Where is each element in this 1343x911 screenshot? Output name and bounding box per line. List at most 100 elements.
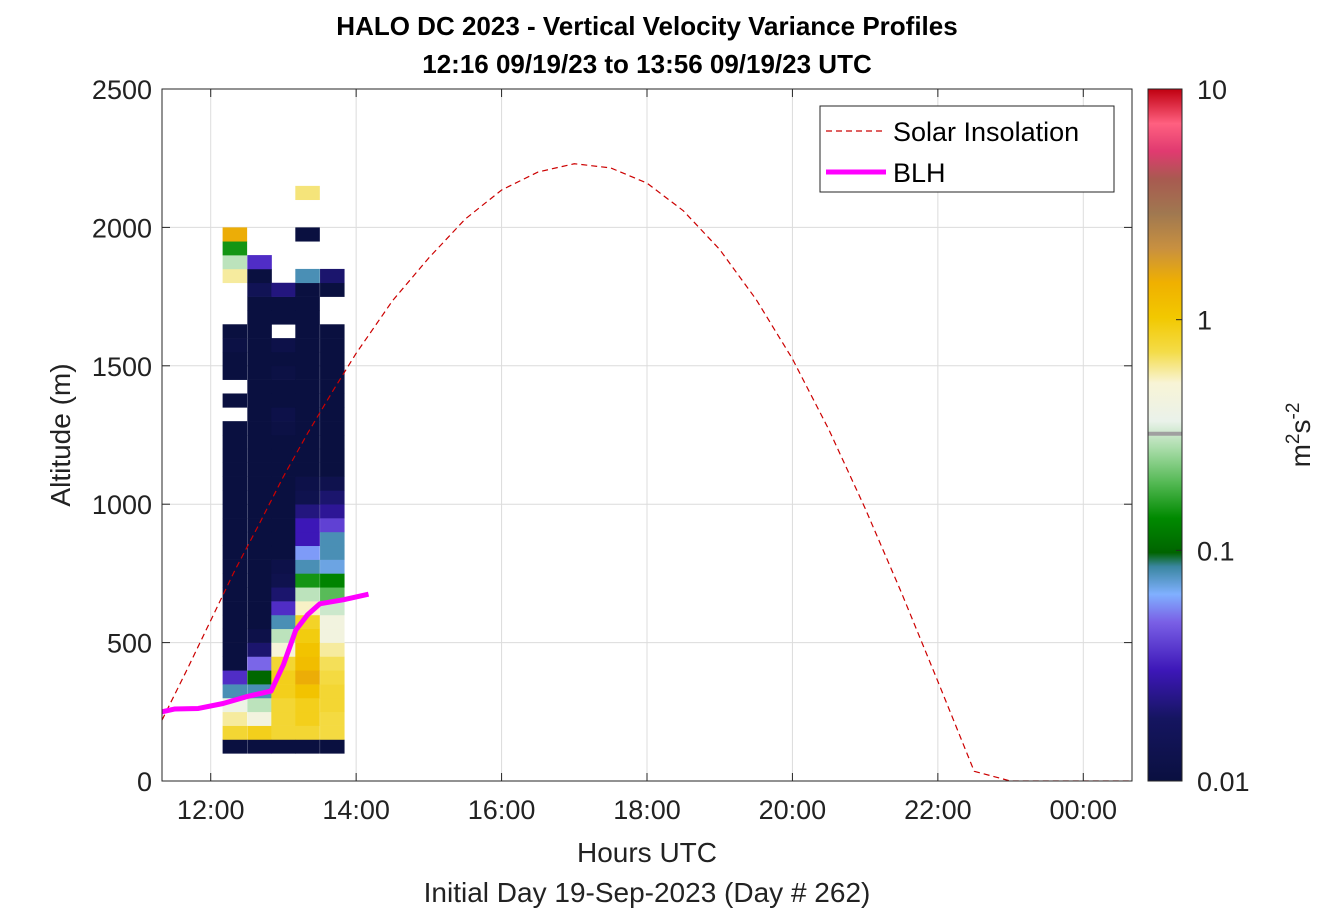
- x-tick-label: 18:00: [613, 795, 681, 825]
- colorbar-tick-label: 0.01: [1197, 767, 1250, 797]
- heatmap-cell: [247, 338, 272, 353]
- heatmap-cell: [247, 379, 272, 394]
- heatmap-cell: [271, 573, 296, 588]
- heatmap-cell: [247, 255, 272, 270]
- heatmap-cell: [247, 351, 272, 367]
- heatmap-cell: [320, 684, 345, 699]
- heatmap-cell: [320, 545, 345, 560]
- heatmap-cell: [295, 531, 320, 547]
- heatmap-cell: [271, 393, 296, 408]
- heatmap-cell: [247, 614, 272, 630]
- series-lines: [162, 163, 1132, 781]
- heatmap-cell: [271, 697, 296, 713]
- heatmap-cell: [295, 324, 320, 339]
- colorbar: 0.01 0.1 1 10 m2s-2: [1147, 75, 1316, 797]
- x-axis-sublabel: Initial Day 19-Sep-2023 (Day # 262): [424, 877, 871, 908]
- heatmap-cell: [247, 711, 272, 726]
- heatmap-cell: [295, 268, 320, 284]
- heatmap-cell: [222, 241, 248, 256]
- heatmap-cells: [222, 185, 345, 754]
- heatmap-cell: [271, 435, 296, 450]
- heatmap-cell: [222, 448, 248, 463]
- heatmap-cell: [295, 393, 320, 408]
- x-tick-label: 12:00: [177, 795, 245, 825]
- colorbar-ticks: 0.01 0.1 1 10: [1176, 75, 1250, 797]
- heatmap-cell: [222, 573, 248, 588]
- heatmap-cell: [222, 656, 248, 671]
- heatmap-cell: [320, 559, 345, 574]
- heatmap-cell: [295, 490, 320, 505]
- heatmap-cell: [320, 282, 345, 297]
- heatmap-cell: [295, 656, 320, 671]
- heatmap-cell: [247, 282, 272, 297]
- heatmap-cell: [295, 476, 320, 491]
- colorbar-tick-label: 10: [1197, 75, 1227, 105]
- heatmap-cell: [271, 462, 296, 477]
- heatmap-cell: [222, 421, 248, 436]
- heatmap-cell: [271, 739, 296, 754]
- heatmap-cell: [320, 614, 345, 630]
- heatmap-cell: [320, 697, 345, 713]
- legend: Solar Insolation BLH: [819, 105, 1115, 193]
- y-tick-label: 0: [137, 767, 152, 797]
- y-axis-label: Altitude (m): [45, 363, 76, 506]
- heatmap-cell: [247, 462, 272, 477]
- heatmap-cell: [222, 504, 248, 519]
- heatmap-cell: [247, 642, 272, 657]
- heatmap-cell: [247, 365, 272, 380]
- x-tick-label: 16:00: [468, 795, 536, 825]
- x-tick-label: 20:00: [759, 795, 827, 825]
- heatmap-cell: [271, 531, 296, 547]
- x-tick-label: 14:00: [322, 795, 390, 825]
- y-tick-label: 1000: [92, 490, 152, 520]
- heatmap-cell: [295, 462, 320, 477]
- heatmap-cell: [271, 684, 296, 699]
- heatmap-cell: [295, 697, 320, 713]
- heatmap-cell: [320, 393, 345, 408]
- heatmap-cell: [320, 351, 345, 367]
- heatmap-cell: [320, 462, 345, 477]
- heatmap-cell: [247, 421, 272, 436]
- heatmap-cell: [295, 310, 320, 325]
- heatmap-cell: [247, 310, 272, 325]
- heatmap-cell: [271, 351, 296, 367]
- heatmap-cell: [271, 518, 296, 533]
- heatmap-cell: [247, 407, 272, 422]
- heatmap-cell: [295, 573, 320, 588]
- heatmap-cell: [320, 435, 345, 450]
- heatmap-cell: [222, 601, 248, 616]
- heatmap-cell: [295, 587, 320, 602]
- heatmap-cell: [271, 379, 296, 394]
- heatmap-cell: [222, 670, 248, 685]
- heatmap-cell: [222, 684, 248, 699]
- solar-insolation-line: [162, 163, 1132, 781]
- heatmap-cell: [295, 435, 320, 450]
- heatmap-cell: [320, 324, 345, 339]
- heatmap-cell: [247, 559, 272, 574]
- heatmap-cell: [247, 573, 272, 588]
- heatmap-cell: [247, 435, 272, 450]
- heatmap-cell: [247, 739, 272, 754]
- heatmap-cell: [320, 642, 345, 657]
- heatmap-cell: [271, 338, 296, 353]
- heatmap-cell: [320, 365, 345, 380]
- heatmap-cell: [222, 739, 248, 754]
- legend-label-solar: Solar Insolation: [893, 117, 1079, 147]
- heatmap-cell: [247, 670, 272, 685]
- legend-box: [819, 105, 1115, 193]
- heatmap-cell: [271, 310, 296, 325]
- colorbar-tick-label: 0.1: [1197, 536, 1235, 566]
- heatmap-cell: [295, 545, 320, 560]
- heatmap-cell: [222, 227, 248, 242]
- heatmap-cell: [295, 711, 320, 726]
- heatmap-cell: [320, 518, 345, 533]
- heatmap-cell: [271, 296, 296, 311]
- heatmap-cell: [295, 739, 320, 754]
- legend-label-blh: BLH: [893, 158, 946, 188]
- chart-title: HALO DC 2023 - Vertical Velocity Varianc…: [336, 11, 957, 41]
- heatmap-cell: [320, 448, 345, 463]
- heatmap-cell: [295, 296, 320, 311]
- heatmap-cell: [320, 670, 345, 685]
- heatmap-cell: [247, 725, 272, 740]
- blh-line: [162, 591, 370, 715]
